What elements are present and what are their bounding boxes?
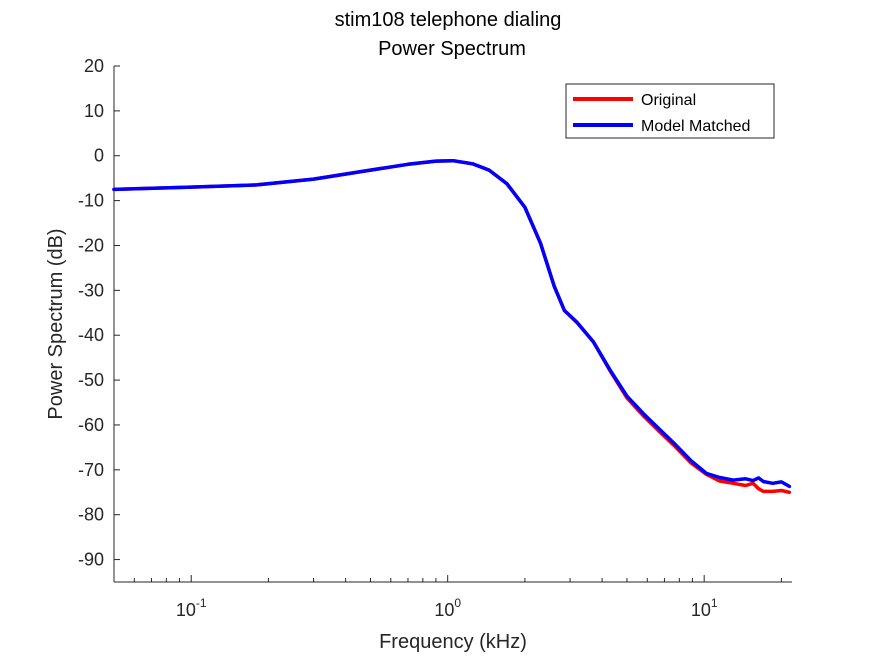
y-tick-label: -60 [78, 415, 104, 435]
y-tick-label: -40 [78, 325, 104, 345]
series-line-model-matched [112, 158, 792, 489]
y-tick-label: 10 [84, 101, 104, 121]
legend-box [565, 83, 775, 139]
y-tick-label: -80 [78, 505, 104, 525]
series-line-original [112, 158, 792, 495]
legend-label-original: Original [641, 92, 696, 109]
chart-subtitle: Power Spectrum [378, 38, 526, 60]
x-tick-label: 100 [434, 596, 461, 620]
series-layer [112, 158, 792, 495]
y-tick-label: -50 [78, 370, 104, 390]
x-tick-label: 101 [691, 596, 718, 620]
legend-label-model-matched: Model Matched [641, 118, 750, 135]
y-tick-label: 20 [84, 56, 104, 76]
y-tick-label: -70 [78, 460, 104, 480]
y-tick-label: 0 [94, 146, 104, 166]
legend: Original Model Matched [565, 83, 775, 139]
y-tick-label: -90 [78, 550, 104, 570]
y-tick-label: -30 [78, 280, 104, 300]
y-tick-label: -20 [78, 235, 104, 255]
plot-axes [113, 66, 792, 583]
chart-title: stim108 telephone dialing [335, 9, 562, 31]
y-axis-label: Power Spectrum (dB) [45, 228, 67, 419]
x-axis-label: Frequency (kHz) [379, 631, 527, 653]
x-tick-label: 10-1 [176, 596, 207, 620]
y-tick-label: -10 [78, 191, 104, 211]
